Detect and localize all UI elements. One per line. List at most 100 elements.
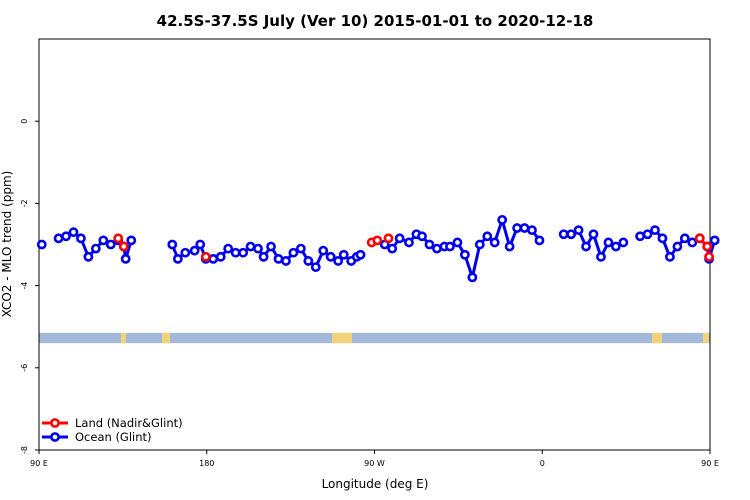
y-axis-label: XCO2 - MLO trend (ppm) bbox=[0, 171, 14, 318]
data-point bbox=[230, 247, 241, 258]
data-point bbox=[273, 253, 284, 264]
legend-label: Ocean (Glint) bbox=[75, 430, 152, 444]
y-tick-label: -6 bbox=[20, 364, 29, 372]
data-point bbox=[404, 237, 414, 248]
data-point bbox=[76, 233, 86, 244]
data-point bbox=[618, 237, 629, 248]
x-tick-label: 90 E bbox=[30, 459, 48, 468]
legend-label: Land (Nadir&Glint) bbox=[75, 416, 183, 430]
x-tick-label: 90 W bbox=[364, 459, 385, 468]
data-point bbox=[445, 241, 455, 252]
data-point bbox=[424, 239, 435, 250]
data-point bbox=[167, 239, 178, 250]
data-point bbox=[467, 272, 478, 283]
data-point bbox=[519, 223, 530, 233]
data-point bbox=[238, 247, 248, 258]
data-point bbox=[61, 231, 71, 242]
data-point bbox=[105, 239, 116, 250]
data-point bbox=[303, 256, 314, 266]
data-point bbox=[709, 235, 720, 246]
data-point bbox=[642, 229, 653, 240]
y-tick-label: 0 bbox=[20, 119, 29, 124]
data-point bbox=[635, 231, 646, 242]
data-point bbox=[452, 237, 463, 248]
data-point bbox=[223, 243, 234, 254]
data-point bbox=[325, 251, 336, 262]
data-point bbox=[650, 225, 660, 236]
data-point bbox=[497, 214, 508, 225]
data-point bbox=[474, 239, 485, 250]
data-point bbox=[355, 249, 366, 260]
series-line bbox=[384, 218, 541, 279]
legend: Land (Nadir&Glint)Ocean (Glint) bbox=[42, 416, 183, 444]
data-point bbox=[208, 253, 219, 264]
data-point bbox=[657, 233, 668, 244]
data-point bbox=[53, 233, 64, 244]
data-point bbox=[702, 241, 713, 252]
data-point bbox=[200, 251, 211, 262]
data-point bbox=[318, 245, 329, 256]
data-point bbox=[253, 243, 263, 254]
data-point bbox=[113, 233, 124, 244]
series-ocean bbox=[36, 214, 720, 283]
data-point bbox=[310, 262, 321, 273]
data-point bbox=[672, 241, 683, 252]
data-point bbox=[195, 239, 206, 250]
x-axis-label: Longitude (deg E) bbox=[322, 477, 429, 491]
y-tick-label: -4 bbox=[20, 282, 29, 290]
data-point bbox=[281, 256, 291, 266]
data-point bbox=[603, 237, 614, 248]
chart-title: 42.5S-37.5S July (Ver 10) 2015-01-01 to … bbox=[157, 12, 594, 30]
data-point bbox=[432, 243, 442, 254]
data-point bbox=[172, 253, 183, 264]
land-patch bbox=[332, 332, 352, 344]
x-axis-ticks: 90 E 180 90 W 0 90 E bbox=[30, 450, 719, 468]
data-point bbox=[387, 243, 398, 254]
data-point bbox=[120, 253, 131, 264]
data-point bbox=[687, 237, 698, 248]
landmask-band bbox=[39, 332, 710, 344]
data-point bbox=[90, 243, 101, 254]
data-point bbox=[68, 227, 79, 238]
y-tick-label: -8 bbox=[20, 446, 29, 454]
data-point bbox=[581, 241, 591, 252]
land-patch bbox=[121, 332, 126, 344]
data-point bbox=[459, 249, 470, 260]
data-point bbox=[295, 243, 306, 254]
data-point bbox=[266, 241, 276, 252]
data-point bbox=[527, 225, 537, 236]
data-point bbox=[36, 239, 47, 250]
data-point bbox=[383, 233, 394, 244]
data-point bbox=[596, 251, 606, 262]
data-point bbox=[333, 256, 344, 266]
x-tick-label: 90 E bbox=[701, 459, 719, 468]
data-point bbox=[189, 245, 200, 256]
data-point bbox=[610, 241, 621, 252]
series-land bbox=[113, 233, 714, 262]
y-axis-ticks: 0 -2 -4 -6 -8 bbox=[20, 119, 39, 454]
land-patch bbox=[652, 332, 662, 344]
data-point bbox=[372, 235, 383, 246]
legend-marker bbox=[50, 418, 60, 428]
data-point bbox=[258, 251, 269, 262]
x-tick-label: 0 bbox=[540, 459, 545, 468]
data-point bbox=[417, 231, 427, 242]
data-point bbox=[558, 229, 569, 240]
data-point bbox=[665, 251, 675, 262]
data-point bbox=[512, 223, 522, 233]
data-point bbox=[126, 235, 137, 246]
data-point bbox=[588, 229, 599, 240]
data-point bbox=[394, 233, 405, 244]
data-point bbox=[573, 225, 584, 236]
data-point bbox=[338, 249, 349, 260]
y-tick-label: -2 bbox=[20, 199, 29, 207]
legend-marker bbox=[50, 432, 60, 442]
data-point bbox=[679, 233, 690, 244]
data-point bbox=[482, 231, 493, 242]
x-tick-label: 180 bbox=[199, 459, 214, 468]
series-layer bbox=[36, 214, 720, 283]
data-point bbox=[566, 229, 577, 240]
data-point bbox=[288, 247, 299, 258]
land-patch bbox=[162, 332, 170, 344]
